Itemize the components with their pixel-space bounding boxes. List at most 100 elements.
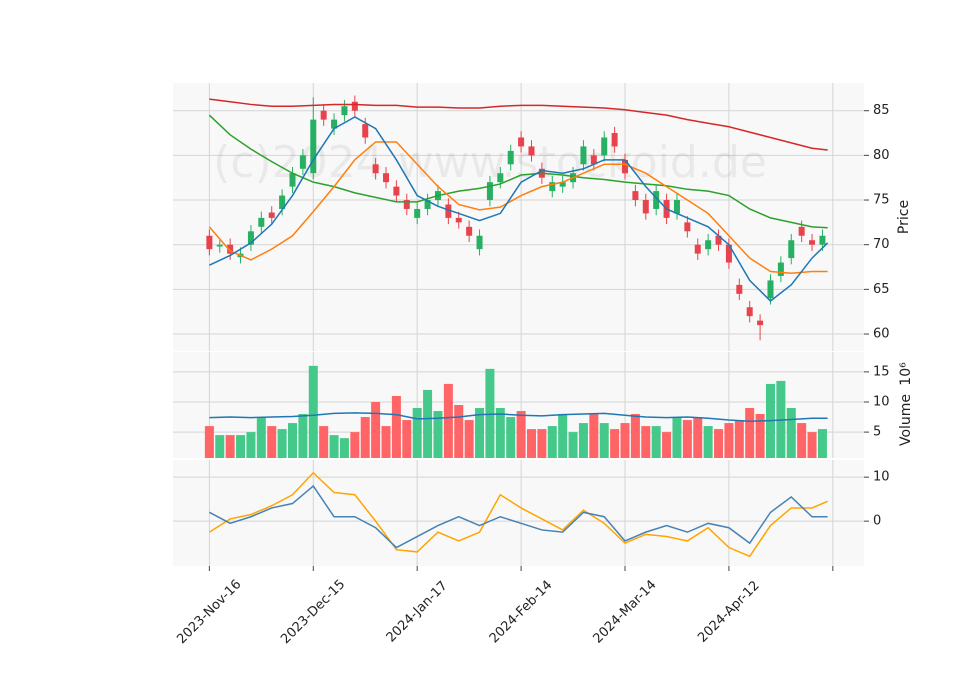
x-tick-label: 2024-Jan-17	[384, 578, 451, 645]
volume-bar	[807, 432, 817, 458]
volume-bar	[329, 435, 339, 458]
volume-bar	[433, 411, 443, 458]
candle-body	[777, 262, 784, 276]
candle-body	[507, 150, 514, 165]
volume-bar	[204, 426, 214, 458]
volume-bar	[485, 368, 495, 458]
volume-bar	[381, 426, 391, 458]
volume-bar	[506, 417, 516, 458]
y-tick-label: 80	[873, 148, 890, 163]
volume-bar	[578, 423, 588, 458]
candle-body	[549, 182, 556, 192]
volume-bar	[724, 423, 734, 458]
indicator-line	[209, 484, 828, 549]
candle-body	[673, 200, 680, 214]
candle-body	[445, 204, 452, 218]
candle-body	[528, 146, 535, 156]
y-tick-label: 85	[873, 103, 890, 118]
candle-body	[746, 307, 753, 317]
indicator-line	[208, 471, 828, 558]
candle-body	[798, 226, 805, 236]
candle-body	[684, 222, 691, 232]
candle-body	[247, 231, 254, 245]
candle-body	[653, 191, 660, 209]
candle-body	[466, 226, 473, 236]
volume-bar	[256, 417, 266, 458]
y-tick-label: 60	[873, 327, 890, 342]
volume-average	[209, 412, 828, 423]
y-tick-label: 0	[873, 514, 881, 529]
volume-bar	[267, 426, 277, 458]
candle-body	[694, 244, 701, 254]
candle-body	[725, 244, 732, 263]
volume-bar	[734, 420, 744, 458]
moving-average	[209, 116, 829, 302]
volume-bar	[672, 417, 682, 458]
volume-bar	[277, 429, 287, 458]
volume-bar	[360, 417, 370, 458]
candle-body	[310, 119, 317, 174]
candle-body	[351, 101, 358, 111]
candle-body	[622, 159, 629, 174]
volume-bar	[339, 438, 349, 458]
candle-body	[809, 240, 816, 245]
candle-body	[486, 182, 493, 201]
candle-body	[268, 212, 275, 218]
y-tick-label: 5	[873, 425, 881, 440]
candle-body	[518, 137, 525, 147]
candle-body	[362, 124, 369, 138]
candle-body	[611, 133, 618, 147]
volume-bar	[402, 420, 412, 458]
candle-body	[819, 235, 826, 245]
volume-bar	[547, 426, 557, 458]
y-tick-label: 65	[873, 282, 890, 297]
volume-bar	[215, 435, 225, 458]
volume-bar	[651, 426, 661, 458]
candle-body	[424, 200, 431, 209]
volume-bar	[703, 426, 713, 458]
volume-bar	[308, 365, 318, 458]
volume-bar	[443, 383, 453, 458]
candle-body	[559, 182, 566, 187]
volume-bar	[423, 389, 433, 458]
candle-body	[372, 164, 379, 174]
y-axis-scale: 10⁶	[898, 362, 914, 386]
volume-bar	[682, 420, 692, 458]
y-tick-label: 10	[873, 470, 890, 485]
candle-body	[320, 110, 327, 120]
volume-bar	[797, 423, 807, 458]
volume-bar	[495, 408, 505, 458]
volume-bar	[589, 414, 599, 458]
volume-bar	[755, 414, 765, 458]
volume-bar	[714, 429, 724, 458]
candle-body	[258, 217, 265, 227]
x-tick-label: 2024-Feb-14	[487, 578, 556, 647]
volume-bar	[391, 395, 401, 458]
y-axis-label: Volume	[898, 394, 914, 446]
volume-bar	[568, 432, 578, 458]
candle-body	[414, 208, 421, 218]
volume-bar	[319, 426, 329, 458]
candle-body	[642, 200, 649, 214]
candle-body	[736, 284, 743, 294]
y-axis-label: Price	[896, 200, 912, 234]
volume-bar	[412, 408, 422, 458]
volume-bar	[516, 411, 526, 458]
volume-bar	[817, 429, 827, 458]
volume-bar	[693, 417, 703, 458]
candle-body	[341, 106, 348, 116]
x-tick-label: 2023-Dec-15	[278, 577, 348, 647]
candle-body	[299, 155, 306, 169]
volume-bar	[786, 408, 796, 458]
volume-bar	[475, 408, 485, 458]
volume-bar	[225, 435, 235, 458]
panel-background	[173, 460, 864, 566]
candle-body	[331, 119, 338, 129]
y-tick-label: 70	[873, 237, 890, 252]
candle-body	[788, 240, 795, 259]
candle-body	[455, 217, 462, 223]
candle-body	[590, 155, 597, 165]
x-tick-label: 2024-Mar-14	[590, 577, 659, 646]
candle-body	[497, 173, 504, 183]
panel-background	[173, 83, 864, 351]
